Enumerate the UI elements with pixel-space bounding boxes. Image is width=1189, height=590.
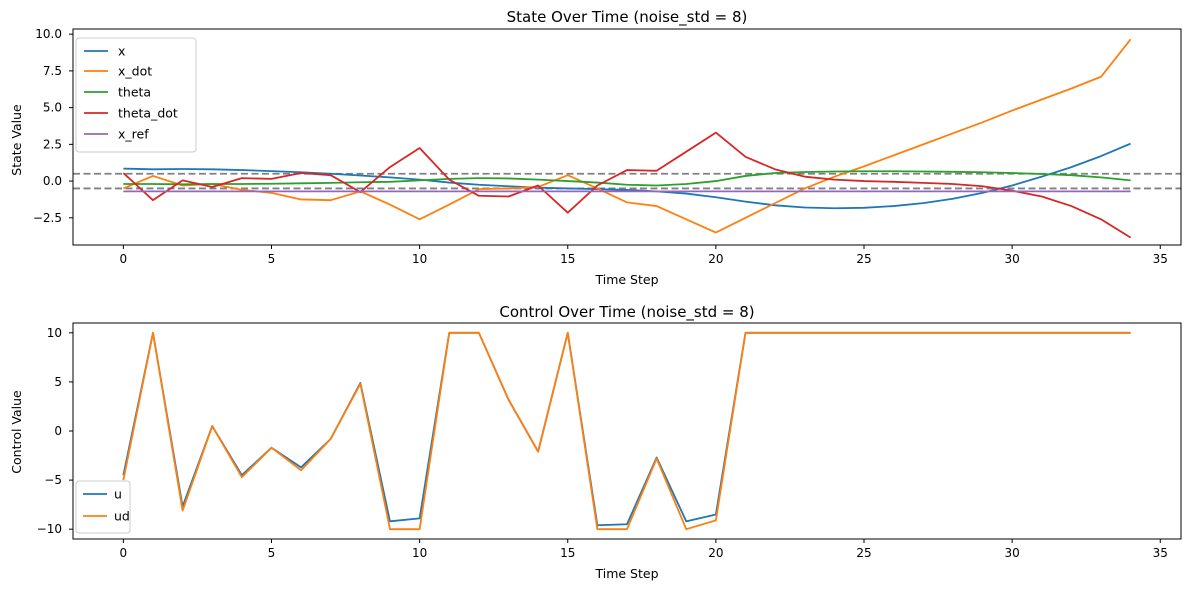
control-chart-ytick-label: −10 [37, 522, 62, 536]
control-chart-ylabel: Control Value [9, 390, 24, 474]
control-chart-xtick-label: 10 [412, 546, 427, 560]
state-chart-ytick-label: 0.0 [43, 174, 62, 188]
control-chart-ytick-label: −5 [44, 473, 62, 487]
legend-label-u: u [114, 487, 122, 502]
state-chart-xtick-label: 5 [268, 252, 276, 266]
control-chart-xticks: 0 5 10 15 20 25 30 35 [120, 546, 1168, 560]
state-chart-xtick-label: 25 [856, 252, 871, 266]
legend-label-ud: ud [114, 509, 130, 524]
state-chart-xtick-label: 15 [560, 252, 575, 266]
legend-frame [75, 37, 197, 153]
control-chart-xtick-label: 25 [856, 546, 871, 560]
control-chart-xtick-label: 0 [120, 546, 128, 560]
control-chart-series-ud [122, 331, 1131, 531]
legend-label-x-dot: x_dot [118, 64, 152, 79]
control-chart-xtick-label: 30 [1004, 546, 1019, 560]
control-chart-ytick-label: 5 [54, 375, 62, 389]
state-chart-series-x-dot [123, 38, 1132, 234]
state-chart-xtick-label: 30 [1004, 252, 1019, 266]
control-chart-ytick-label: 10 [47, 326, 62, 340]
state-chart-series-x [123, 142, 1131, 210]
state-chart-axes-frame [72, 28, 1182, 246]
state-chart-xticks: 0 5 10 15 20 25 30 35 [120, 252, 1168, 266]
control-chart-axes-frame [72, 322, 1182, 540]
control-chart-xtick-label: 5 [268, 546, 276, 560]
state-chart-series-theta [123, 170, 1131, 187]
state-chart-legend: x x_dot theta theta_dot x_ref [75, 37, 197, 153]
state-chart-xtick-label: 35 [1153, 252, 1168, 266]
control-chart-legend: u ud [75, 480, 131, 534]
state-chart-ytick-label: 10.0 [35, 27, 62, 41]
state-chart-xtick-label: 0 [120, 252, 128, 266]
state-chart-series-theta-dot [122, 131, 1132, 239]
legend-label-theta: theta [118, 85, 151, 100]
control-chart-xlabel: Time Step [594, 566, 658, 581]
legend-label-theta-dot: theta_dot [118, 106, 178, 121]
control-chart-xtick-label: 15 [560, 546, 575, 560]
control-chart-xtick-label: 20 [708, 546, 723, 560]
control-chart-xtick-label: 35 [1153, 546, 1168, 560]
state-chart-yticks: −2.5 0.0 2.5 5.0 7.5 10.0 [33, 27, 62, 225]
legend-label-x-ref: x_ref [118, 127, 149, 142]
control-chart-ytick-label: 0 [54, 424, 62, 438]
state-chart-ytick-label: 7.5 [43, 64, 62, 78]
state-chart-xtick-label: 20 [708, 252, 723, 266]
state-chart-ylabel: State Value [9, 104, 24, 176]
state-chart-ytick-label: −2.5 [33, 211, 62, 225]
control-chart: Control Over Time (noise_std = 8) Time S… [9, 303, 1182, 581]
state-chart-xlabel: Time Step [594, 272, 658, 287]
control-chart-plot-area [122, 331, 1131, 531]
control-chart-yticks: −10 −5 0 5 10 [37, 326, 62, 536]
state-chart-xtick-label: 10 [412, 252, 427, 266]
state-chart: State Over Time (noise_std = 8) Time Ste… [9, 8, 1182, 287]
state-chart-title: State Over Time (noise_std = 8) [507, 8, 748, 27]
state-chart-ytick-label: 2.5 [43, 137, 62, 151]
state-chart-ytick-label: 5.0 [43, 101, 62, 115]
state-chart-plot-area [73, 38, 1181, 239]
control-chart-title: Control Over Time (noise_std = 8) [499, 303, 754, 322]
control-chart-series-u [122, 331, 1131, 527]
legend-label-x: x [118, 44, 125, 59]
